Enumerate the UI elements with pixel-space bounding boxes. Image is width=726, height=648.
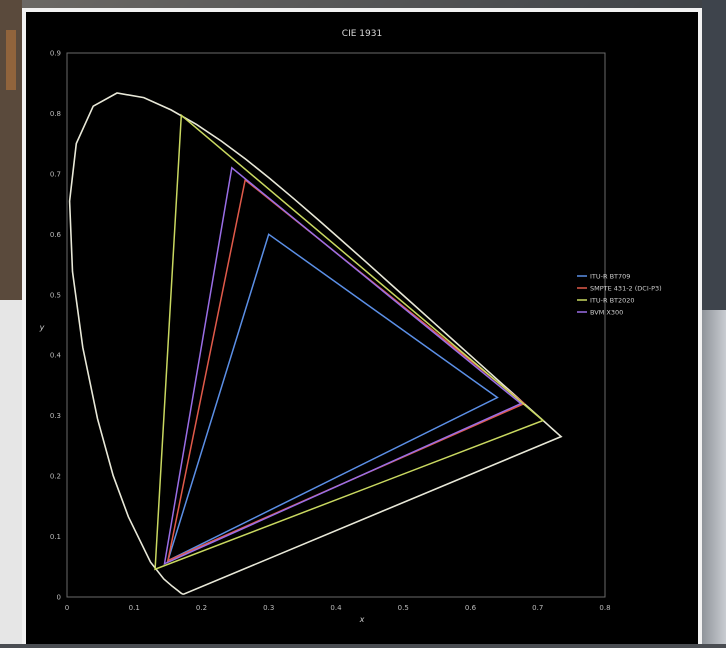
y-tick-label: 0.3: [50, 412, 61, 420]
gamut-triangle-4: [163, 166, 523, 566]
y-tick-label: 0.7: [50, 170, 61, 178]
x-tick-label: 0: [65, 604, 69, 612]
x-tick-label: 0.2: [196, 604, 207, 612]
legend-label: BVM X300: [590, 309, 623, 317]
y-tick-label: 0.5: [50, 291, 61, 299]
x-axis-label: x: [359, 615, 365, 624]
legend: ITU-R BT709 SMPTE 431-2 (DCI-P3) ITU-R BT2…: [577, 273, 662, 317]
y-tick-label: 0.9: [50, 50, 61, 58]
gamut-triangle-3: [154, 113, 545, 571]
y-axis-ticks: 0 0.1 0.2 0.3 0.4 0.5 0.6 0.7 0.8 0.9: [50, 50, 62, 602]
x-tick-label: 0.5: [398, 604, 409, 612]
gamut-triangles: [154, 113, 545, 571]
plot-border: [66, 52, 606, 598]
y-tick-label: 0.6: [50, 231, 62, 239]
spectral-locus: [68, 92, 563, 595]
gamut-triangle-2: [166, 178, 526, 562]
y-tick-label: 0.4: [50, 352, 62, 360]
y-axis-label: y: [39, 323, 45, 332]
x-tick-label: 0.6: [465, 604, 477, 612]
x-tick-label: 0.7: [532, 604, 543, 612]
spectral-locus-outline: [68, 92, 563, 595]
x-tick-label: 0.4: [330, 604, 342, 612]
y-tick-label: 0.1: [50, 533, 61, 541]
cie-1931-chart: 0 0.1 0.2 0.3 0.4 0.5 0.6 0.7 0.8 00.10.20.30.40…: [39, 29, 662, 624]
y-tick-label: 0: [57, 594, 61, 602]
legend-label: ITU-R BT2020: [590, 297, 635, 305]
legend-label: ITU-R BT709: [590, 273, 630, 281]
x-tick-label: 0.8: [599, 604, 610, 612]
y-tick-label: 0.2: [50, 473, 61, 481]
plot-area: [66, 52, 606, 598]
x-tick-label: 0.1: [129, 604, 140, 612]
x-axis-ticks: 0 0.1 0.2 0.3 0.4 0.5 0.6 0.7 0.8: [65, 604, 611, 612]
y-tick-label: 0.8: [50, 110, 61, 118]
chart-frame: 0 0.1 0.2 0.3 0.4 0.5 0.6 0.7 0.8 0 0.1 0.2 0.3 0.4 0…: [22, 8, 702, 644]
legend-label: SMPTE 431-2 (DCI-P3): [590, 285, 662, 293]
chart-title: CIE 1931: [342, 29, 382, 39]
x-tick-label: 0.3: [263, 604, 274, 612]
gamut-triangle-1: [166, 233, 499, 563]
